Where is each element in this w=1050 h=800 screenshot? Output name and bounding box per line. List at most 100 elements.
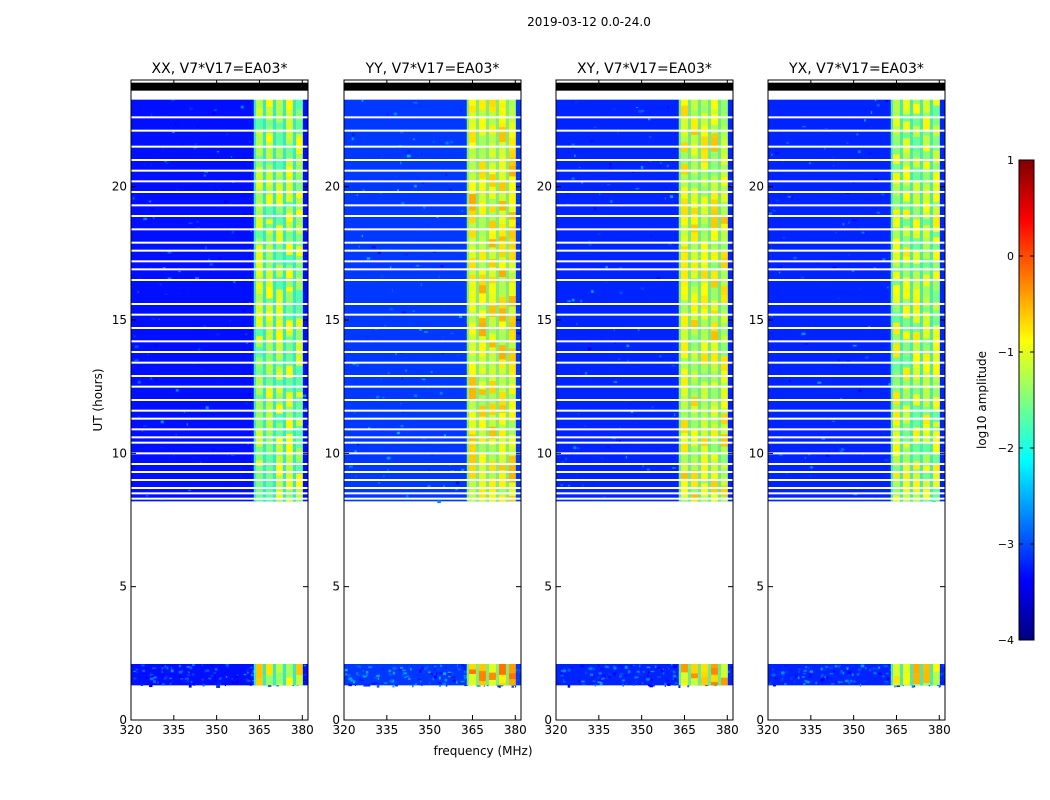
y-tick-label: 15 <box>112 313 127 327</box>
rfi-channel <box>296 461 303 474</box>
rfi-channel <box>276 427 283 438</box>
flagged-row <box>768 145 945 148</box>
rfi-channel <box>711 353 718 366</box>
y-tick-label: 5 <box>544 580 552 594</box>
rfi-channel <box>893 294 900 303</box>
rfi-channel <box>286 110 293 122</box>
flagged-row <box>556 361 733 364</box>
rfi-channel <box>701 401 708 406</box>
rfi-channel <box>286 264 293 270</box>
rfi-channel <box>266 186 273 195</box>
panel-4: YX, V7*V17=EA03* 320 335 350 365 380 0 5 10 15 20 <box>749 61 951 737</box>
rfi-channel <box>489 294 496 306</box>
rfi-channel <box>256 289 263 295</box>
rfi-channel <box>691 272 698 279</box>
rfi-channel <box>903 247 910 257</box>
rfi-channel <box>286 232 293 238</box>
flagged-row <box>556 385 733 388</box>
rfi-channel <box>903 263 910 268</box>
rfi-channel <box>721 138 728 150</box>
rfi-channel <box>256 315 263 327</box>
rfi-channel <box>691 232 698 243</box>
rfi-channel <box>903 405 910 413</box>
rfi-channel <box>903 367 910 380</box>
rfi-channel <box>721 267 728 280</box>
x-tick-label: 380 <box>504 723 527 737</box>
rfi-channel <box>266 219 273 225</box>
rfi-channel <box>933 411 940 422</box>
rfi-channel <box>489 283 496 295</box>
flagged-row <box>768 471 945 473</box>
flagged-row <box>556 260 733 263</box>
x-tick-label: 365 <box>461 723 484 737</box>
rfi-channel <box>296 354 303 367</box>
flagged-row <box>768 428 945 431</box>
rfi-channel <box>286 407 293 419</box>
rfi-channel <box>256 400 263 412</box>
flagged-row <box>768 361 945 364</box>
rfi-channel <box>286 140 293 145</box>
flagged-row <box>131 159 308 161</box>
rfi-channel <box>681 105 688 119</box>
rfi-channel <box>691 493 698 500</box>
rfi-channel <box>721 463 728 469</box>
rfi-channel <box>691 391 698 398</box>
rfi-channel <box>469 674 476 685</box>
rfi-channel <box>691 208 698 215</box>
flagged-row <box>768 180 945 183</box>
rfi-channel <box>681 672 688 682</box>
rfi-channel <box>903 98 910 111</box>
rfi-channel <box>479 454 486 459</box>
rfi-channel <box>681 420 688 433</box>
rfi-channel <box>903 379 910 386</box>
rfi-channel <box>893 209 900 214</box>
flagged-row <box>131 228 308 231</box>
rfi-channel <box>923 135 930 148</box>
rfi-channel <box>256 493 263 502</box>
rfi-channel <box>276 158 283 171</box>
flagged-row <box>556 452 733 455</box>
flagged-row <box>131 97 308 100</box>
x-tick-label: 365 <box>248 723 271 737</box>
flagged-row <box>556 375 733 377</box>
flagged-row <box>768 204 945 207</box>
rfi-channel <box>266 224 273 230</box>
rfi-channel <box>913 167 920 181</box>
rfi-channel <box>509 384 516 395</box>
rfi-channel <box>893 164 900 174</box>
rfi-channel <box>711 427 718 439</box>
rfi-channel <box>711 260 718 272</box>
rfi-channel <box>923 224 930 238</box>
rfi-channel <box>469 334 476 346</box>
rfi-channel <box>286 98 293 111</box>
y-tick-label: 0 <box>544 713 552 727</box>
rfi-channel <box>933 470 940 476</box>
rfi-channel <box>489 470 496 479</box>
flagged-row <box>131 471 308 473</box>
rfi-channel <box>469 477 476 490</box>
rfi-channel <box>681 471 688 479</box>
rfi-channel <box>499 261 506 271</box>
rfi-channel <box>701 214 708 221</box>
rfi-channel <box>691 480 698 487</box>
flagged-row <box>768 487 945 489</box>
rfi-channel <box>509 413 516 422</box>
flagged-row <box>344 303 521 305</box>
rfi-channel <box>691 110 698 118</box>
rfi-channel <box>893 280 900 285</box>
rfi-channel <box>923 383 930 396</box>
rfi-channel <box>489 393 496 404</box>
rfi-channel <box>711 492 718 502</box>
rfi-channel <box>701 220 708 225</box>
rfi-channel <box>933 454 940 465</box>
x-tick-label: 380 <box>928 723 951 737</box>
flagged-row <box>131 452 308 455</box>
rfi-channel <box>286 476 293 491</box>
rfi-channel <box>903 138 910 145</box>
flagged-row <box>768 399 945 401</box>
rfi-channel <box>276 464 283 477</box>
rfi-channel <box>701 119 708 126</box>
rfi-channel <box>923 325 930 339</box>
rfi-channel <box>721 309 728 315</box>
rfi-channel <box>286 490 293 500</box>
